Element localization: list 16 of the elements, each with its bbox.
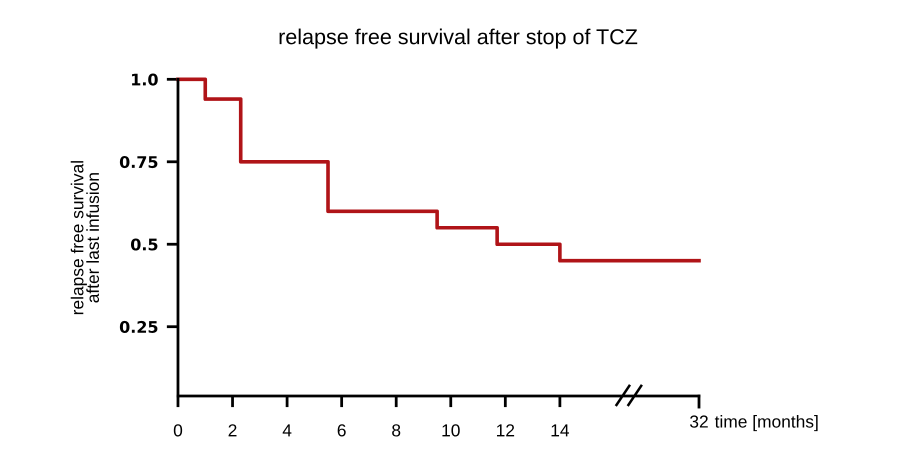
x-tick-label: 2 [228, 424, 236, 436]
y-tick-label: 1.0 [132, 74, 158, 86]
x-tick-label: 8 [392, 424, 400, 437]
text: 32 [690, 415, 708, 428]
y-axis-title: relapse free survival after last infusion [70, 161, 100, 314]
x-tick-label: 14 [552, 424, 570, 436]
x-tick-label: 10 [442, 424, 460, 437]
y-tick-label: 0.5 [131, 238, 158, 251]
y-tick-label: 0.75 [120, 156, 158, 168]
chart-title: relapse free survival after stop of TCZ [280, 28, 638, 49]
x-tick-label: 4 [282, 424, 292, 436]
x-tick-label: 0 [174, 424, 182, 437]
y-tick-label: 0.25 [120, 320, 158, 334]
x-tick-label: 6 [338, 424, 346, 437]
x-axis-title: time [months] [714, 414, 818, 432]
x-tick-label: 12 [496, 424, 514, 436]
